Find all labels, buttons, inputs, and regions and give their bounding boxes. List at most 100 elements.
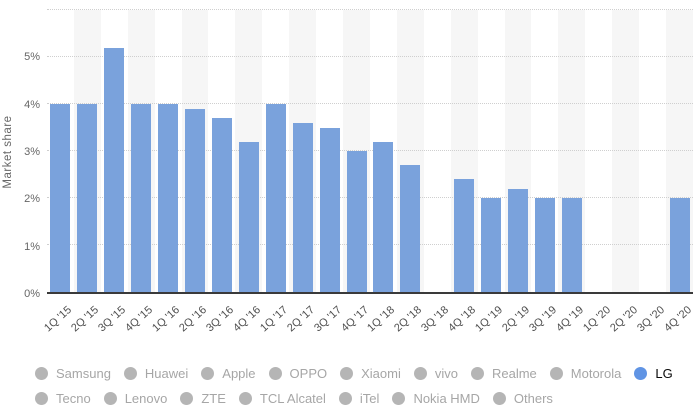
bar-1q-19[interactable] [481, 198, 502, 292]
legend-dot-icon [340, 366, 354, 380]
legend-item-label: Realme [491, 365, 537, 381]
bar-chart: Market share 0% 1% 2% 3% 4% 5% 1Q '15 2Q '15 3Q… [2, 9, 694, 335]
legend-item-apple[interactable]: Apple [201, 365, 256, 381]
x-tick-4q-17: 4Q '17 [338, 304, 371, 335]
gridline-3% [47, 150, 693, 151]
bar-4q-15[interactable] [131, 104, 152, 292]
x-tick-1q-18: 1Q '18 [365, 304, 398, 335]
x-tick-1q-16: 1Q '16 [150, 304, 183, 335]
x-tick-3q-17: 3Q '17 [311, 304, 344, 335]
bar-2q-16[interactable] [185, 108, 206, 292]
gridline-5% [47, 56, 693, 57]
x-tick-1q-15: 1Q '15 [42, 304, 75, 335]
legend-item-label: Others [513, 390, 553, 406]
legend-dot-icon [123, 366, 137, 380]
legend-dot-icon [201, 366, 215, 380]
legend-dot-icon [338, 391, 352, 405]
legend-item-label: Apple [222, 365, 256, 381]
bar-2q-19[interactable] [508, 188, 529, 292]
bar-1q-18[interactable] [373, 141, 394, 292]
bar-4q-16[interactable] [238, 141, 259, 292]
x-tick-3q-18: 3Q '18 [419, 304, 452, 335]
x-tick-4q-20: 4Q '20 [661, 304, 694, 335]
legend-item-xiaomi[interactable]: Xiaomi [340, 366, 401, 381]
plot-area [47, 9, 693, 294]
x-tick-4q-18: 4Q '18 [446, 304, 479, 335]
legend-dot-icon [35, 391, 48, 405]
legend-dot-icon [634, 366, 648, 380]
legend-dot-icon [238, 391, 252, 405]
legend-item-tecno[interactable]: Tecno [35, 391, 91, 406]
legend-row: Samsung Huawei Apple OPPO Xiaomi vivo Realme Mo… [35, 363, 695, 383]
bar-4q-19[interactable] [561, 198, 582, 292]
x-tick-2q-18: 2Q '18 [392, 304, 425, 335]
legend-item-zte[interactable]: ZTE [180, 391, 226, 406]
x-tick-3q-20: 3Q '20 [634, 304, 667, 335]
legend-row: Tecno Lenovo ZTE TCL Alcatel iTel Nokia HMD Ot… [35, 388, 695, 408]
legend-dot-icon [470, 366, 484, 380]
x-tick-2q-16: 2Q '16 [177, 304, 210, 335]
legend-item-label: Nokia HMD [413, 390, 480, 406]
legend-dot-icon [103, 391, 117, 405]
legend-item-oppo[interactable]: OPPO [268, 366, 327, 381]
gridline-1% [47, 244, 693, 245]
x-tick-2q-19: 2Q '19 [500, 304, 533, 335]
gridline-6% [47, 9, 693, 10]
y-tick-0%: 0% [24, 288, 40, 300]
x-tick-1q-17: 1Q '17 [257, 304, 290, 335]
bar-3q-17[interactable] [319, 127, 340, 292]
legend-item-itel[interactable]: iTel [338, 391, 379, 406]
bar-4q-20[interactable] [669, 198, 690, 292]
legend-item-samsung[interactable]: Samsung [35, 366, 111, 381]
y-tick-2%: 2% [24, 193, 40, 206]
legend: Samsung Huawei Apple OPPO Xiaomi vivo Realme Mo… [35, 363, 695, 412]
legend-item-label: Tecno [56, 390, 91, 406]
legend-item-tcl-alcatel[interactable]: TCL Alcatel [238, 390, 326, 406]
bar-1q-16[interactable] [158, 104, 179, 292]
legend-item-realme[interactable]: Realme [470, 365, 537, 381]
legend-item-motorola[interactable]: Motorola [549, 365, 622, 381]
bar-2q-15[interactable] [77, 104, 98, 292]
legend-item-label: ZTE [201, 390, 226, 406]
bar-3q-16[interactable] [211, 118, 232, 292]
legend-item-label: Xiaomi [361, 365, 401, 381]
legend-dot-icon [413, 366, 427, 380]
x-tick-3q-16: 3Q '16 [204, 304, 236, 335]
bar-4q-18[interactable] [454, 179, 475, 292]
y-tick-3%: 3% [24, 146, 40, 158]
legend-item-nokia-hmd[interactable]: Nokia HMD [392, 390, 480, 406]
bar-2q-18[interactable] [400, 165, 421, 292]
gridline-4% [47, 103, 693, 104]
x-tick-4q-16: 4Q '16 [231, 304, 263, 335]
x-tick-2q-17: 2Q '17 [284, 304, 317, 335]
legend-item-others[interactable]: Others [492, 390, 553, 406]
gridline-2% [47, 197, 693, 198]
y-tick-4%: 4% [24, 98, 40, 111]
legend-dot-icon [35, 366, 48, 380]
bar-1q-17[interactable] [265, 104, 286, 292]
x-tick-1q-20: 1Q '20 [580, 304, 613, 335]
bar-4q-17[interactable] [346, 151, 367, 292]
legend-item-lg[interactable]: LG [634, 365, 673, 381]
legend-dot-icon [392, 391, 406, 405]
bar-3q-15[interactable] [104, 47, 125, 292]
x-tick-2q-20: 2Q '20 [607, 304, 640, 335]
legend-item-label: Lenovo [124, 390, 168, 406]
legend-item-label: Huawei [144, 365, 189, 381]
bar-1q-15[interactable] [50, 104, 71, 292]
legend-item-huawei[interactable]: Huawei [123, 365, 189, 381]
x-tick-3q-19: 3Q '19 [527, 304, 559, 335]
background-stripe [612, 10, 640, 292]
legend-item-label: Samsung [56, 365, 111, 381]
x-tick-1q-19: 1Q '19 [473, 304, 506, 335]
legend-item-vivo[interactable]: vivo [413, 366, 458, 381]
legend-item-label: TCL Alcatel [259, 390, 326, 406]
x-tick-4q-15: 4Q '15 [123, 304, 156, 335]
bar-2q-17[interactable] [292, 122, 313, 292]
legend-item-label: Motorola [570, 365, 622, 381]
y-tick-5%: 5% [24, 51, 40, 64]
bar-3q-19[interactable] [534, 198, 555, 292]
legend-item-lenovo[interactable]: Lenovo [103, 390, 168, 406]
legend-item-label: LG [655, 365, 673, 381]
